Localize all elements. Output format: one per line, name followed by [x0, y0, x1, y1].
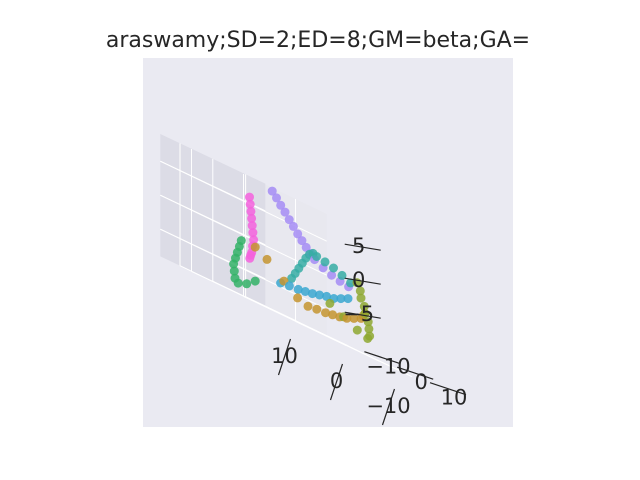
scatter-point-series-4: [250, 242, 260, 252]
scatter-point-series-0: [272, 193, 281, 203]
scatter-point-series-3: [307, 289, 317, 299]
x-tick-mark: [381, 388, 396, 426]
scatter-point-series-0: [297, 236, 307, 246]
scatter-point-series-3: [315, 290, 324, 300]
scatter-point-series-5: [355, 286, 365, 296]
scatter-point-series-0: [267, 186, 277, 196]
scatter-point-series-2: [329, 263, 338, 273]
scatter-point-series-4: [342, 313, 352, 323]
scatter-point-series-5: [325, 298, 335, 308]
scatter-point-series-4: [321, 308, 330, 318]
scatter-point-series-5: [363, 317, 373, 327]
scatter-point-series-5: [364, 324, 374, 334]
z-tick-label: 0: [352, 268, 365, 292]
y-tick-mark: [429, 382, 467, 396]
scatter-point-series-0: [327, 270, 337, 280]
scatter-point-series-4: [262, 254, 272, 264]
scatter-point-series-6: [233, 278, 243, 288]
scatter-point-series-5: [352, 325, 362, 335]
scatter-point-series-1: [245, 253, 255, 263]
scatter-point-series-0: [293, 229, 303, 239]
scatter-point-series-5: [359, 301, 369, 311]
scatter-point-series-3: [293, 284, 303, 294]
y-tick-mark: [397, 366, 434, 380]
scatter-point-series-3: [336, 294, 346, 304]
scatter-point-series-1: [246, 206, 256, 216]
z-tick-label: 5: [352, 234, 365, 258]
scatter-point-series-4: [303, 301, 313, 311]
scatter-point-series-3: [343, 294, 353, 304]
scatter-point-series-3: [322, 291, 332, 301]
scatter-point-series-0: [288, 221, 298, 231]
scatter-point-series-1: [247, 221, 257, 231]
chart-title: araswamy;SD=2;ED=8;GM=beta;GA=: [106, 28, 530, 53]
scatter-point-series-5: [356, 293, 366, 303]
scatter-point-series-2: [320, 257, 330, 267]
scatter-point-series-6: [250, 276, 260, 286]
x-tick-mark: [277, 338, 292, 376]
scatter-point-series-6: [242, 279, 252, 289]
gridline-z-side: [160, 228, 266, 280]
z-tick-mark: [344, 277, 381, 285]
scatter-point-series-4: [293, 293, 303, 303]
y-tick-label: 10: [441, 386, 468, 410]
scatter-point-series-3: [300, 287, 310, 296]
scatter-point-series-2: [312, 252, 322, 261]
z-tick-mark: [344, 243, 381, 251]
scatter-point-series-2: [346, 278, 355, 288]
scatter-point-series-1: [245, 192, 254, 202]
x-tick-label: 10: [271, 344, 298, 368]
scatter-point-series-1: [245, 199, 255, 209]
scatter-point-series-5: [363, 334, 373, 343]
scatter-points: [229, 186, 375, 343]
scatter-point-series-4: [328, 310, 338, 320]
scatter-point-series-1: [248, 228, 258, 238]
x-tick-label: −10: [366, 394, 410, 418]
scatter-point-series-6: [229, 259, 239, 269]
scatter-point-series-0: [280, 207, 290, 217]
scatter-point-series-4: [349, 313, 359, 323]
y-tick-mark: [364, 351, 401, 365]
scatter-point-series-4: [312, 304, 322, 314]
scatter-point-series-6: [229, 266, 239, 276]
scatter-point-series-1: [247, 213, 257, 223]
y-tick-label: 0: [415, 370, 428, 394]
scatter-point-series-3: [284, 281, 294, 291]
tick-marks: [277, 243, 467, 426]
gridline-y-floor: [245, 296, 413, 378]
x-tick-mark: [329, 363, 344, 401]
scatter-point-series-0: [284, 215, 294, 225]
z-tick-label: −5: [343, 302, 374, 326]
scatter-point-series-0: [276, 200, 286, 210]
y-tick-label: −10: [366, 355, 410, 379]
gridline-z-side: [160, 194, 266, 246]
x-tick-label: 0: [330, 369, 343, 393]
z-tick-mark: [344, 311, 381, 319]
scatter-point-series-2: [337, 270, 347, 280]
